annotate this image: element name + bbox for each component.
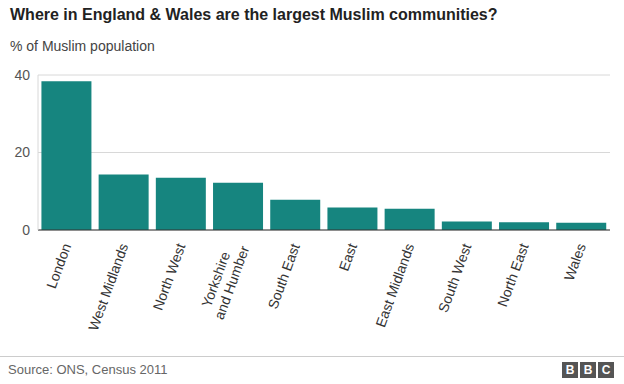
svg-text:South West: South West [435,241,475,314]
svg-text:Yorkshireand Humber: Yorkshireand Humber [196,238,253,322]
svg-text:North East: North East [494,241,532,309]
svg-text:Wales: Wales [561,241,589,283]
svg-text:0: 0 [22,222,30,238]
html-text:Where in England & Wales are t: Where in England & Wales are the largest… [10,6,498,23]
html-text:B: B [565,363,575,377]
svg-text:South East: South East [264,241,302,311]
svg-text:North West: North West [150,241,189,312]
html-text:% of Muslim population: % of Muslim population [10,38,155,54]
html-text:Source: ONS, Census 2011: Source: ONS, Census 2011 [8,362,168,377]
svg-text:20: 20 [14,144,30,160]
svg-text:East: East [336,241,361,273]
svg-text:West Midlands: West Midlands [85,241,131,333]
svg-text:East Midlands: East Midlands [372,241,417,329]
html-text:B: B [583,363,593,377]
html-text:C: C [601,363,611,377]
svg-text:40: 40 [14,67,30,83]
svg-text:London: London [43,241,74,290]
